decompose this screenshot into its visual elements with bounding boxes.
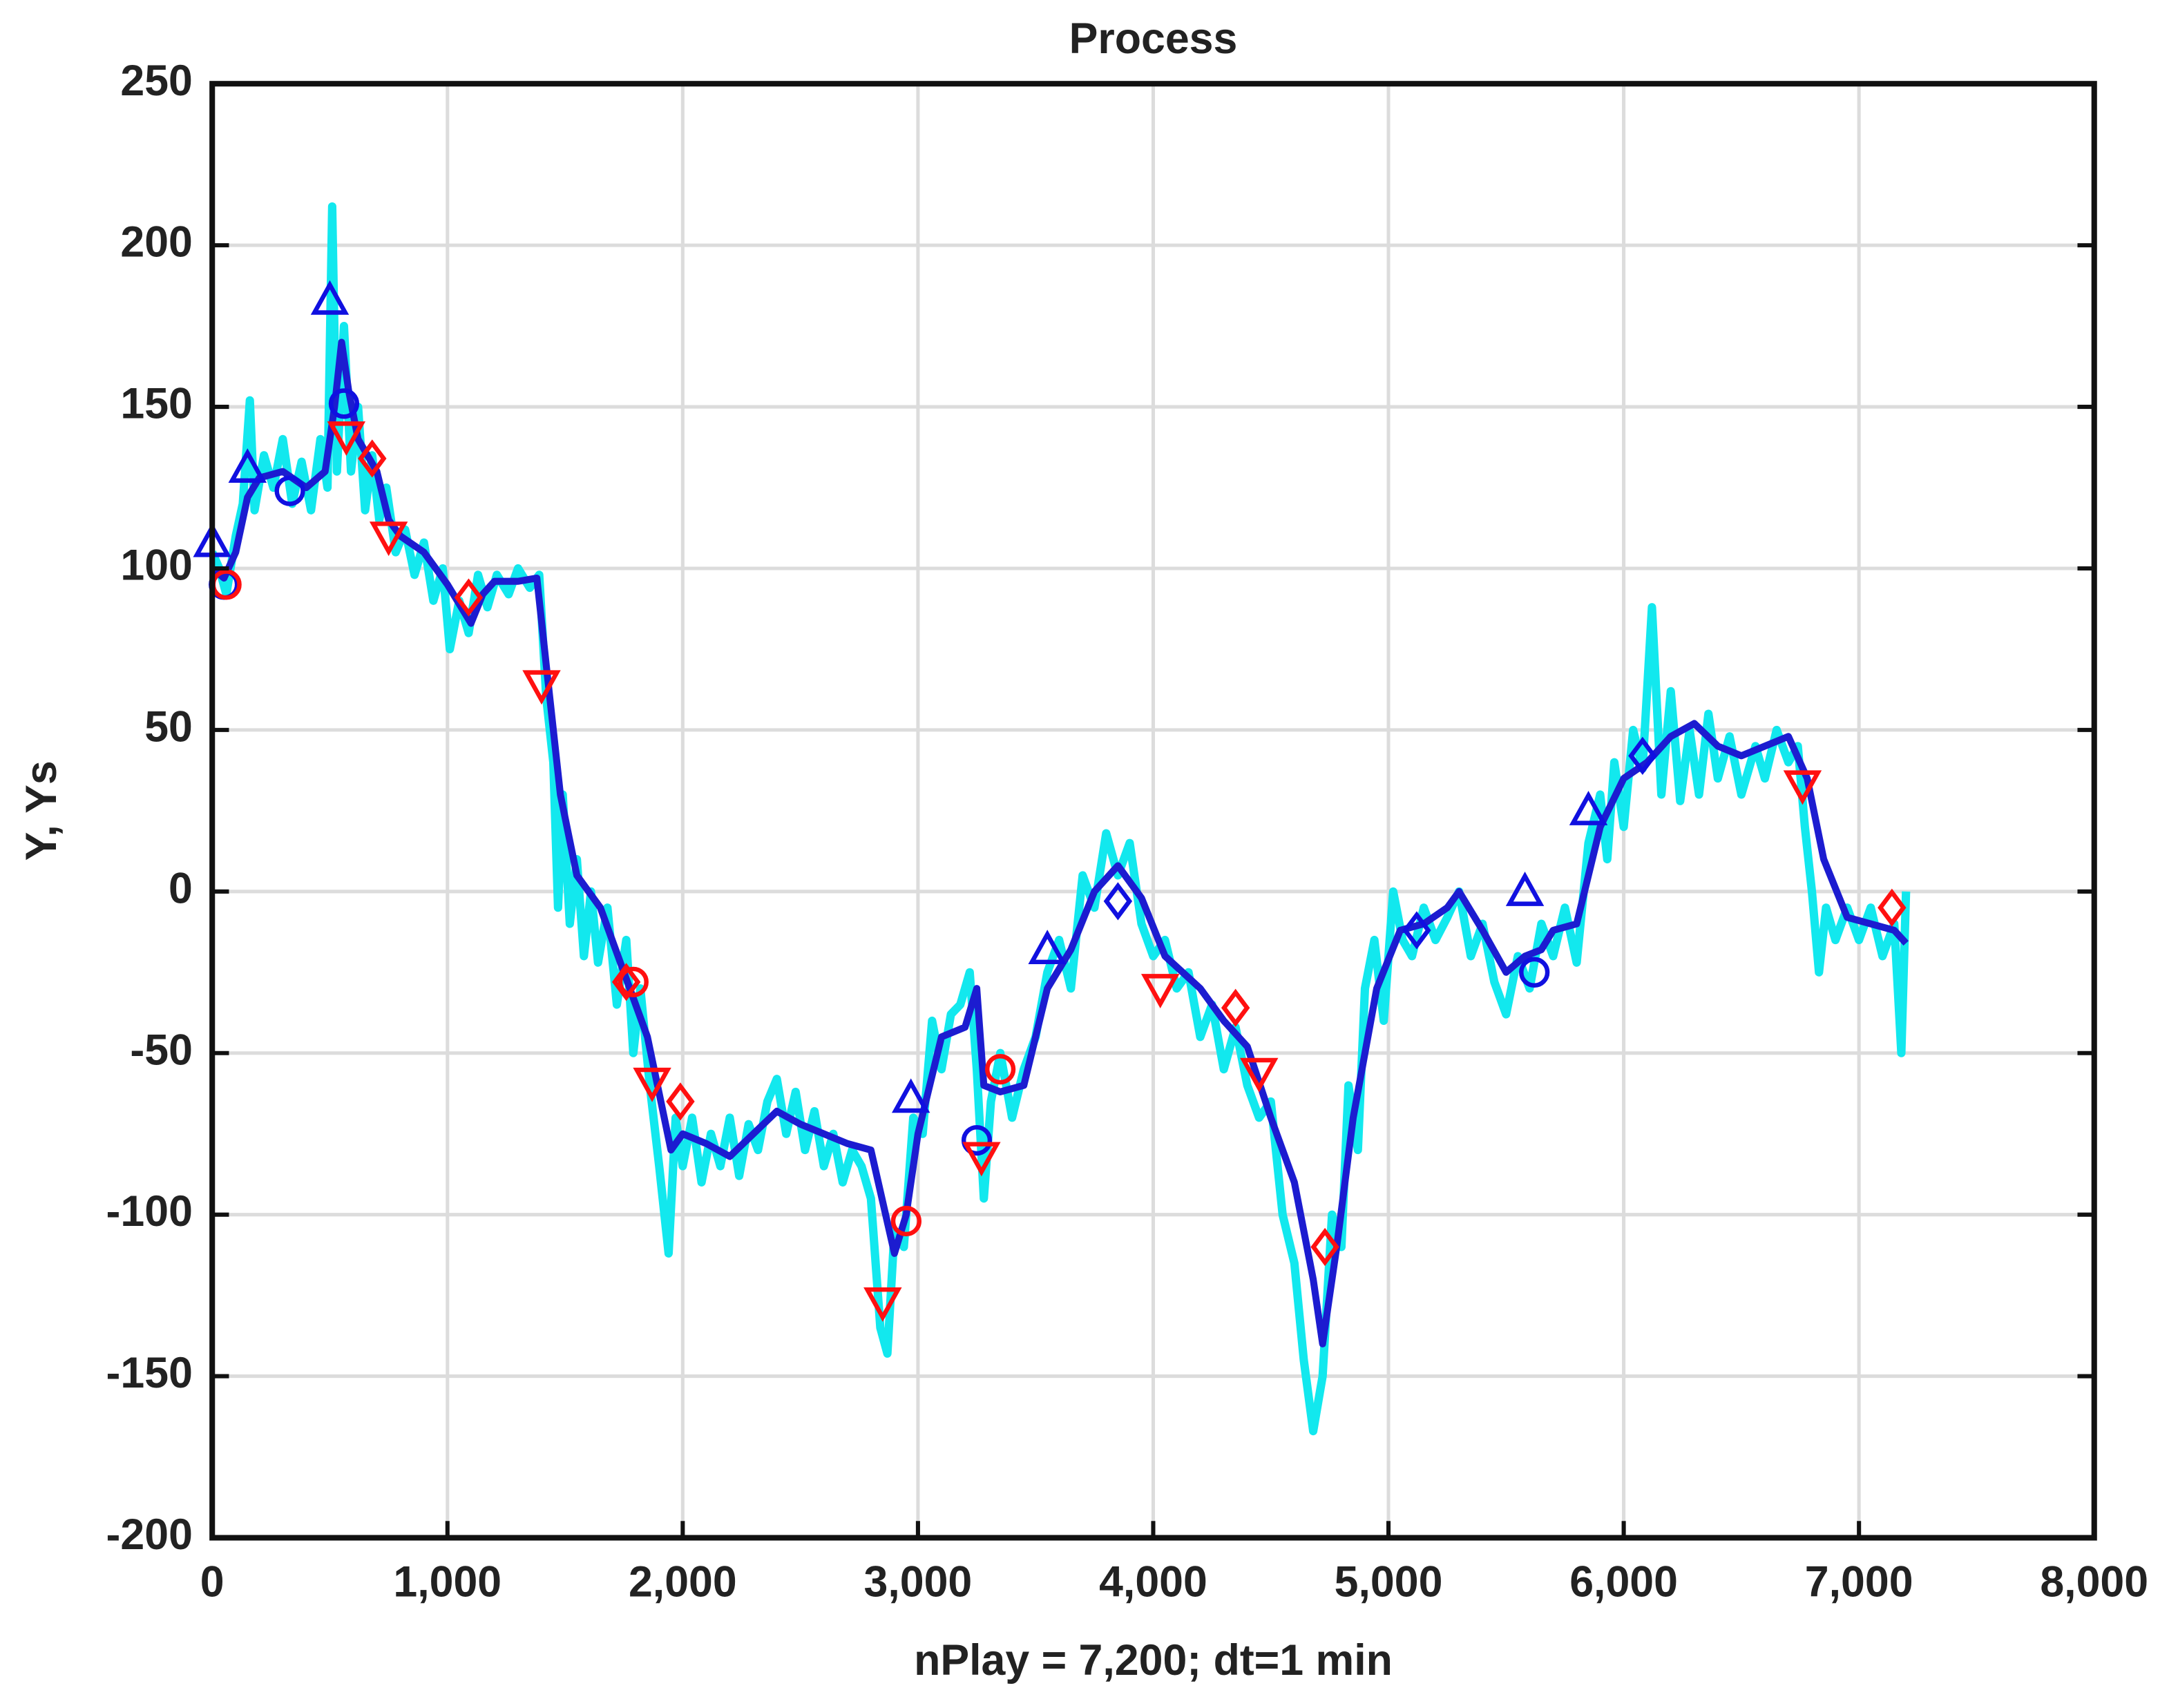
data-marker: [358, 439, 387, 478]
x-axis-label: nPlay = 7,200; dt=1 min: [914, 1636, 1393, 1685]
axes: 0 1,000 2,000 3,000 4,000 5,000 6,000 7,000 8,00…: [106, 57, 2149, 1606]
data-marker: [1310, 1227, 1339, 1267]
y-tick-label: 150: [120, 380, 193, 428]
data-marker: [611, 963, 641, 1001]
data-marker: [1569, 790, 1608, 825]
data-marker: [454, 578, 484, 617]
data-marker: [1140, 974, 1180, 1009]
data-marker: [1028, 930, 1067, 965]
data-marker: [1239, 1057, 1279, 1093]
data-marker: [1103, 882, 1133, 921]
data-line: [208, 202, 1911, 1436]
data-marker: [310, 280, 350, 315]
x-tick-label: 0: [200, 1558, 225, 1606]
data-marker: [211, 569, 242, 600]
axes-box: [209, 81, 2097, 1541]
y-tick-label: -50: [130, 1026, 193, 1074]
y-tick-label: -100: [106, 1187, 193, 1236]
x-tick-label: 3,000: [864, 1558, 973, 1606]
x-tick-label: 6,000: [1569, 1558, 1678, 1606]
data-marker: [962, 1142, 1001, 1177]
x-tick-label: 1,000: [393, 1558, 501, 1606]
data-marker: [1878, 888, 1907, 927]
y-tick-label: 50: [144, 702, 193, 751]
data-marker: [890, 1205, 922, 1237]
data-marker: [522, 670, 561, 705]
data-marker: [369, 521, 408, 557]
data-marker: [327, 421, 366, 457]
data-marker: [228, 448, 267, 483]
chart-title: Process: [1069, 15, 1238, 63]
data-marker: [1221, 988, 1250, 1027]
y-tick-label: 200: [120, 218, 193, 267]
data-marker: [666, 1082, 695, 1121]
grid: [210, 81, 2096, 1540]
y-axis-label: Y, Ys: [17, 760, 66, 861]
plot-area: [193, 202, 1911, 1436]
x-tick-label: 8,000: [2040, 1558, 2148, 1606]
data-marker: [1628, 736, 1657, 775]
y-tick-label: 0: [169, 864, 193, 912]
data-marker: [1519, 957, 1550, 988]
x-tick-label: 2,000: [629, 1558, 737, 1606]
y-tick-label: -150: [106, 1349, 193, 1397]
data-marker: [633, 1067, 671, 1102]
y-tick-label: 250: [120, 57, 193, 105]
x-tick-label: 5,000: [1335, 1558, 1443, 1606]
y-tick-label: -200: [106, 1510, 193, 1559]
y-tick-label: 100: [120, 541, 193, 590]
data-marker: [274, 475, 305, 506]
data-marker: [891, 1078, 930, 1113]
data-marker: [1505, 871, 1545, 906]
data-line: [210, 338, 1909, 1347]
data-marker: [984, 1054, 1016, 1085]
data-marker: [1783, 770, 1822, 805]
data-marker: [618, 966, 649, 997]
data-marker: [1402, 911, 1431, 950]
x-tick-label: 7,000: [1805, 1558, 1913, 1606]
data-marker: [863, 1287, 902, 1322]
x-tick-label: 4,000: [1099, 1558, 1207, 1606]
data-marker: [328, 388, 360, 419]
